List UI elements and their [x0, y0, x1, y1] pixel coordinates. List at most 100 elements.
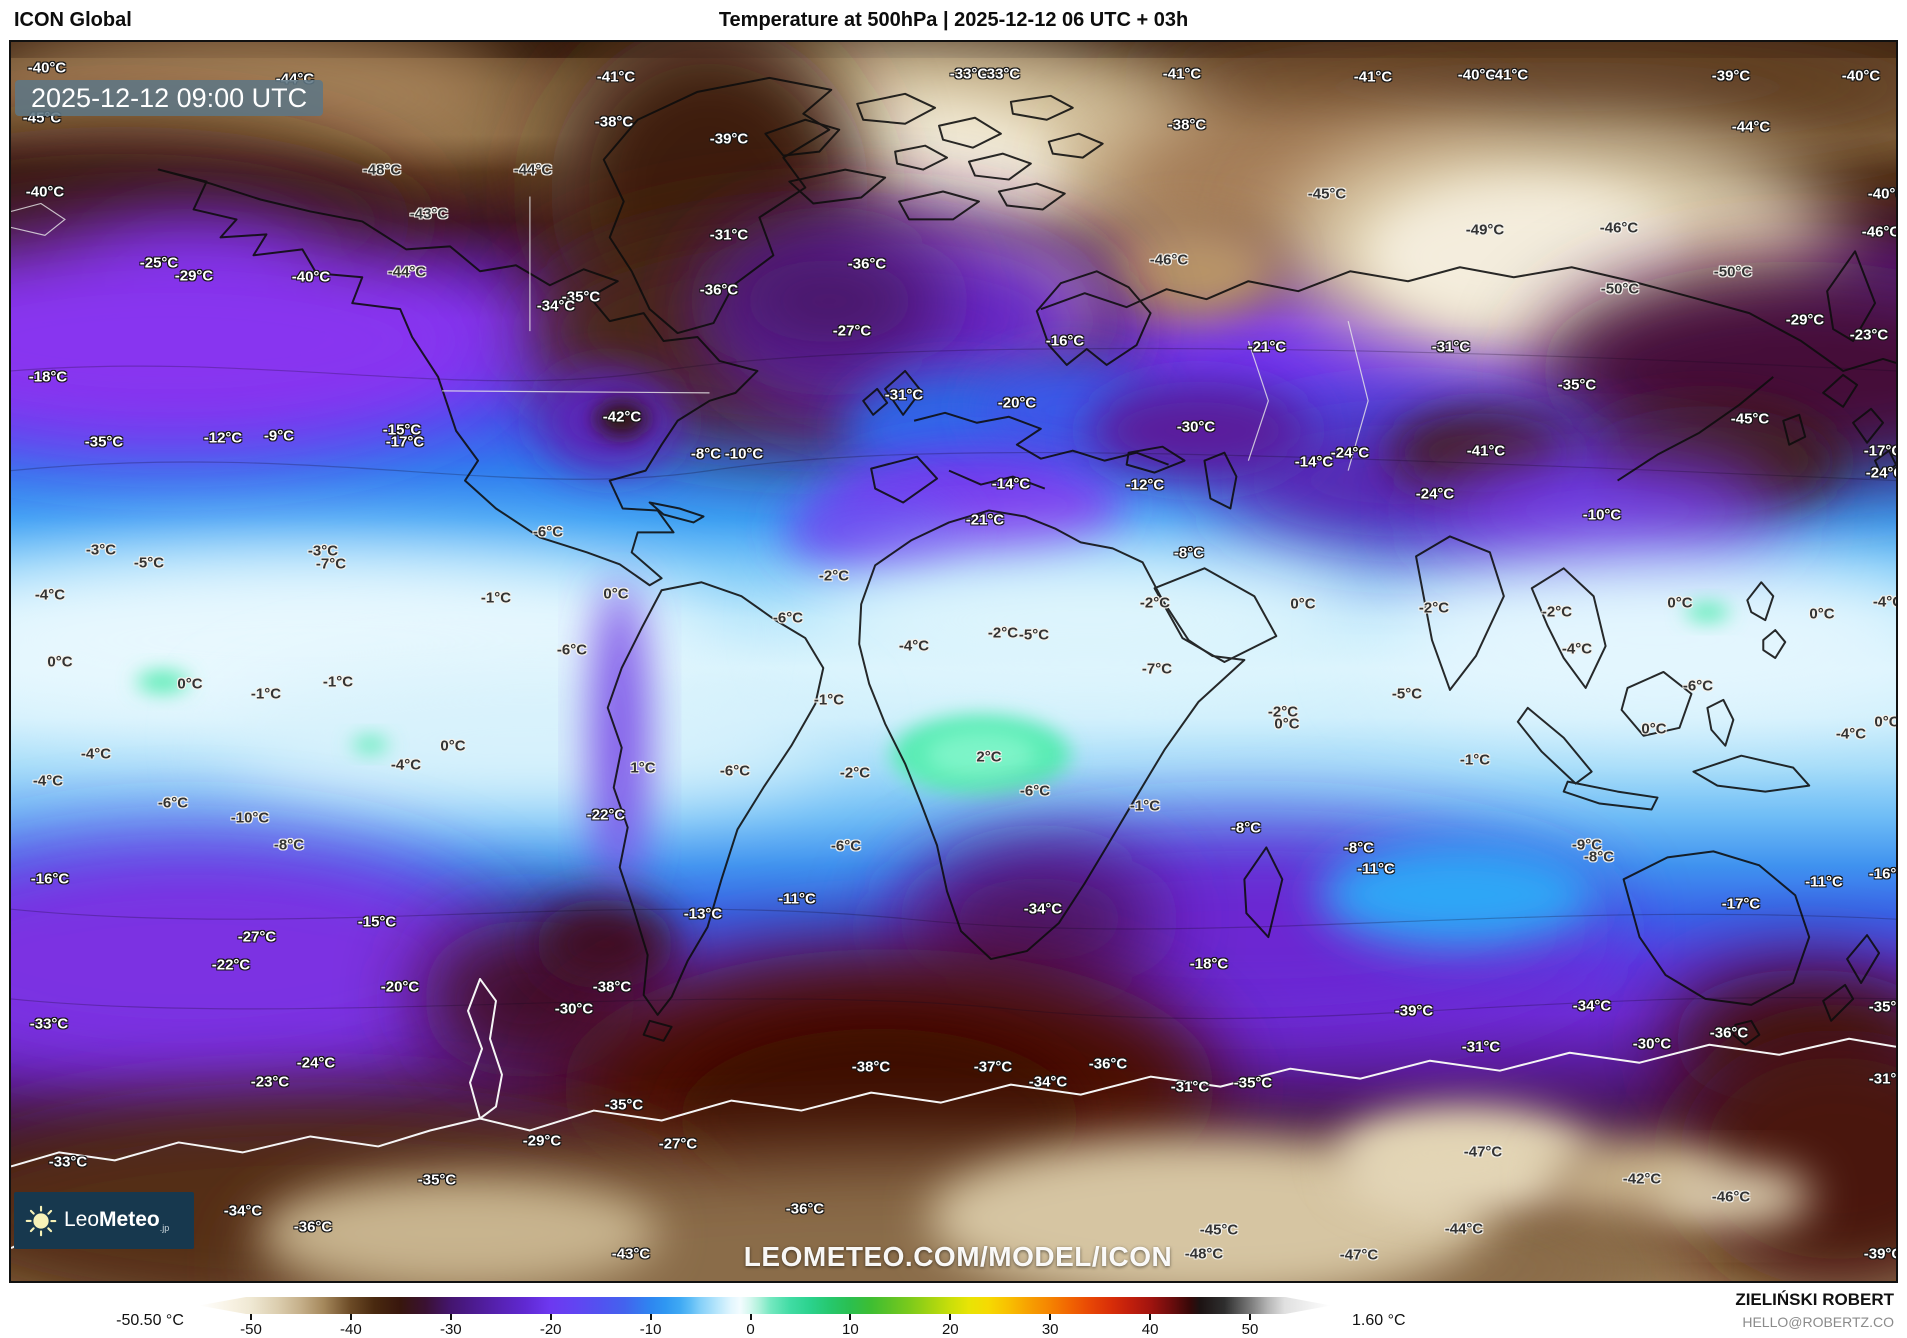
temp-label: -17°C: [1721, 895, 1761, 913]
colorbar-tick-label: -20: [539, 1321, 562, 1338]
colorbar-max-label: 1.60 °C: [1352, 1312, 1406, 1329]
colorbar-tick: -20: [540, 1314, 562, 1338]
colorbar-tick-label: 40: [1141, 1321, 1159, 1338]
temp-label: -41°C: [1353, 68, 1393, 86]
temp-label: 0°C: [1874, 713, 1898, 731]
sun-icon: [25, 1205, 57, 1236]
temp-label: -1°C: [480, 589, 512, 607]
temp-label: -1°C: [322, 673, 354, 691]
temp-label: 0°C: [1641, 720, 1667, 738]
temp-label: -9°C: [263, 427, 295, 445]
temp-label: -23°C: [250, 1073, 290, 1091]
logo-text: LeoMeteo.jp: [64, 1207, 170, 1234]
temp-label: -40°C: [27, 59, 67, 77]
colorbar: [199, 1297, 1331, 1314]
temp-label: -39°C: [1863, 1245, 1896, 1263]
temp-label: -27°C: [832, 322, 872, 340]
temp-label: -45°C: [1199, 1221, 1239, 1239]
leometeo-logo[interactable]: LeoMeteo.jp: [14, 1192, 194, 1249]
temp-label: -3°C: [85, 541, 117, 559]
temp-label: -38°C: [851, 1058, 891, 1076]
temp-label: -39°C: [1711, 67, 1751, 85]
colorbar-tick-label: 30: [1041, 1321, 1059, 1338]
temp-label: -11°C: [778, 890, 816, 908]
temp-label: -31°C: [709, 226, 749, 244]
timestamp-overlay: 2025-12-12 09:00 UTC: [15, 80, 324, 116]
colorbar-tick: 10: [842, 1314, 859, 1338]
temp-label: -40°C: [291, 268, 331, 286]
colorbar-tick-label: -10: [639, 1321, 662, 1338]
temp-label: -24°C: [1415, 485, 1455, 503]
temp-label: -29°C: [522, 1132, 562, 1150]
temp-label: -6°C: [532, 523, 564, 541]
temp-label: -1°C: [1459, 751, 1491, 769]
temp-label: -4°C: [898, 637, 930, 655]
temp-label: -22°C: [586, 806, 626, 824]
temp-label: -7°C: [1141, 660, 1173, 678]
temp-label: -1°C: [250, 685, 282, 703]
colorbar-tick: 20: [942, 1314, 959, 1338]
temp-label: -1°C: [813, 691, 845, 709]
temp-label: -6°C: [157, 794, 189, 812]
temp-label: -17°C: [385, 433, 425, 451]
temp-label: -39°C: [709, 130, 749, 148]
temp-label: 0°C: [1809, 605, 1835, 623]
borders-light: [11, 196, 1369, 471]
temp-label: -4°C: [1872, 593, 1896, 611]
temp-label: -5°C: [1391, 685, 1423, 703]
temp-label: -8°C: [1173, 544, 1205, 562]
temp-label: -5°C: [133, 554, 165, 572]
temp-label: -6°C: [830, 837, 862, 855]
temp-label: 1°C: [630, 759, 656, 777]
temp-label: -35°C: [1868, 998, 1897, 1016]
temp-label: -27°C: [237, 928, 277, 946]
map-canvas: -40°C -44°C -41°C -33°C -33°C -41°C -41°C -40°C…: [9, 40, 1898, 1283]
colorbar-tick-label: 10: [842, 1321, 859, 1338]
temp-label: 0°C: [440, 737, 466, 755]
temp-label: 2°C: [976, 748, 1002, 766]
temp-label: -30°C: [554, 1000, 594, 1018]
temp-label: -31°C: [1170, 1078, 1210, 1096]
temp-label: -41°C: [1489, 66, 1529, 84]
temp-label: -2°C: [987, 624, 1019, 642]
temp-label: -38°C: [1167, 116, 1207, 134]
temp-label: -6°C: [556, 641, 588, 659]
temp-label: -39°C: [1394, 1002, 1434, 1020]
temp-label: -46°C: [1711, 1188, 1751, 1206]
temp-label: -16°C: [1045, 332, 1085, 350]
colorbar-tick: 30: [1042, 1314, 1059, 1338]
temp-label: -12°C: [203, 429, 243, 447]
temp-label: -17°C: [1863, 442, 1896, 460]
temp-label: -12°C: [1125, 476, 1165, 494]
watermark: LEOMETEO.COM/MODEL/ICON: [743, 1241, 1173, 1272]
temp-label: -4°C: [34, 586, 66, 604]
temp-label: -44°C: [1731, 118, 1771, 136]
temp-label: -36°C: [699, 281, 739, 299]
temp-label: -20°C: [997, 394, 1037, 412]
temp-label: -6°C: [772, 609, 804, 627]
temp-label: -18°C: [1189, 955, 1229, 973]
temp-label: -36°C: [293, 1218, 333, 1236]
temp-label: -24°C: [1865, 464, 1896, 482]
temp-label: -36°C: [785, 1200, 825, 1218]
temp-label: -44°C: [1444, 1220, 1484, 1238]
author-name: ZIELIŃSKI ROBERT: [1735, 1290, 1894, 1309]
temp-label: -16°C: [1868, 865, 1897, 883]
temp-label: -35°C: [84, 433, 124, 451]
temp-label: -34°C: [223, 1202, 263, 1220]
temp-label: -21°C: [965, 511, 1005, 529]
temp-label: -27°C: [658, 1135, 698, 1153]
temp-label: -29°C: [174, 267, 214, 285]
temp-label: -47°C: [1463, 1143, 1503, 1161]
temp-label: -6°C: [1019, 782, 1051, 800]
temp-label: -2°C: [839, 764, 871, 782]
temp-label: -46°C: [1861, 223, 1898, 241]
temp-label: -4°C: [32, 772, 64, 790]
temp-label: -25°C: [139, 254, 179, 272]
temp-label: -33°C: [949, 65, 989, 83]
temp-label: -8°C: [1343, 839, 1375, 857]
temp-label: -18°C: [28, 368, 68, 386]
temp-label: -1°C: [1129, 797, 1161, 815]
temp-label: -2°C: [1267, 703, 1299, 721]
temp-label: -33°C: [981, 65, 1021, 83]
